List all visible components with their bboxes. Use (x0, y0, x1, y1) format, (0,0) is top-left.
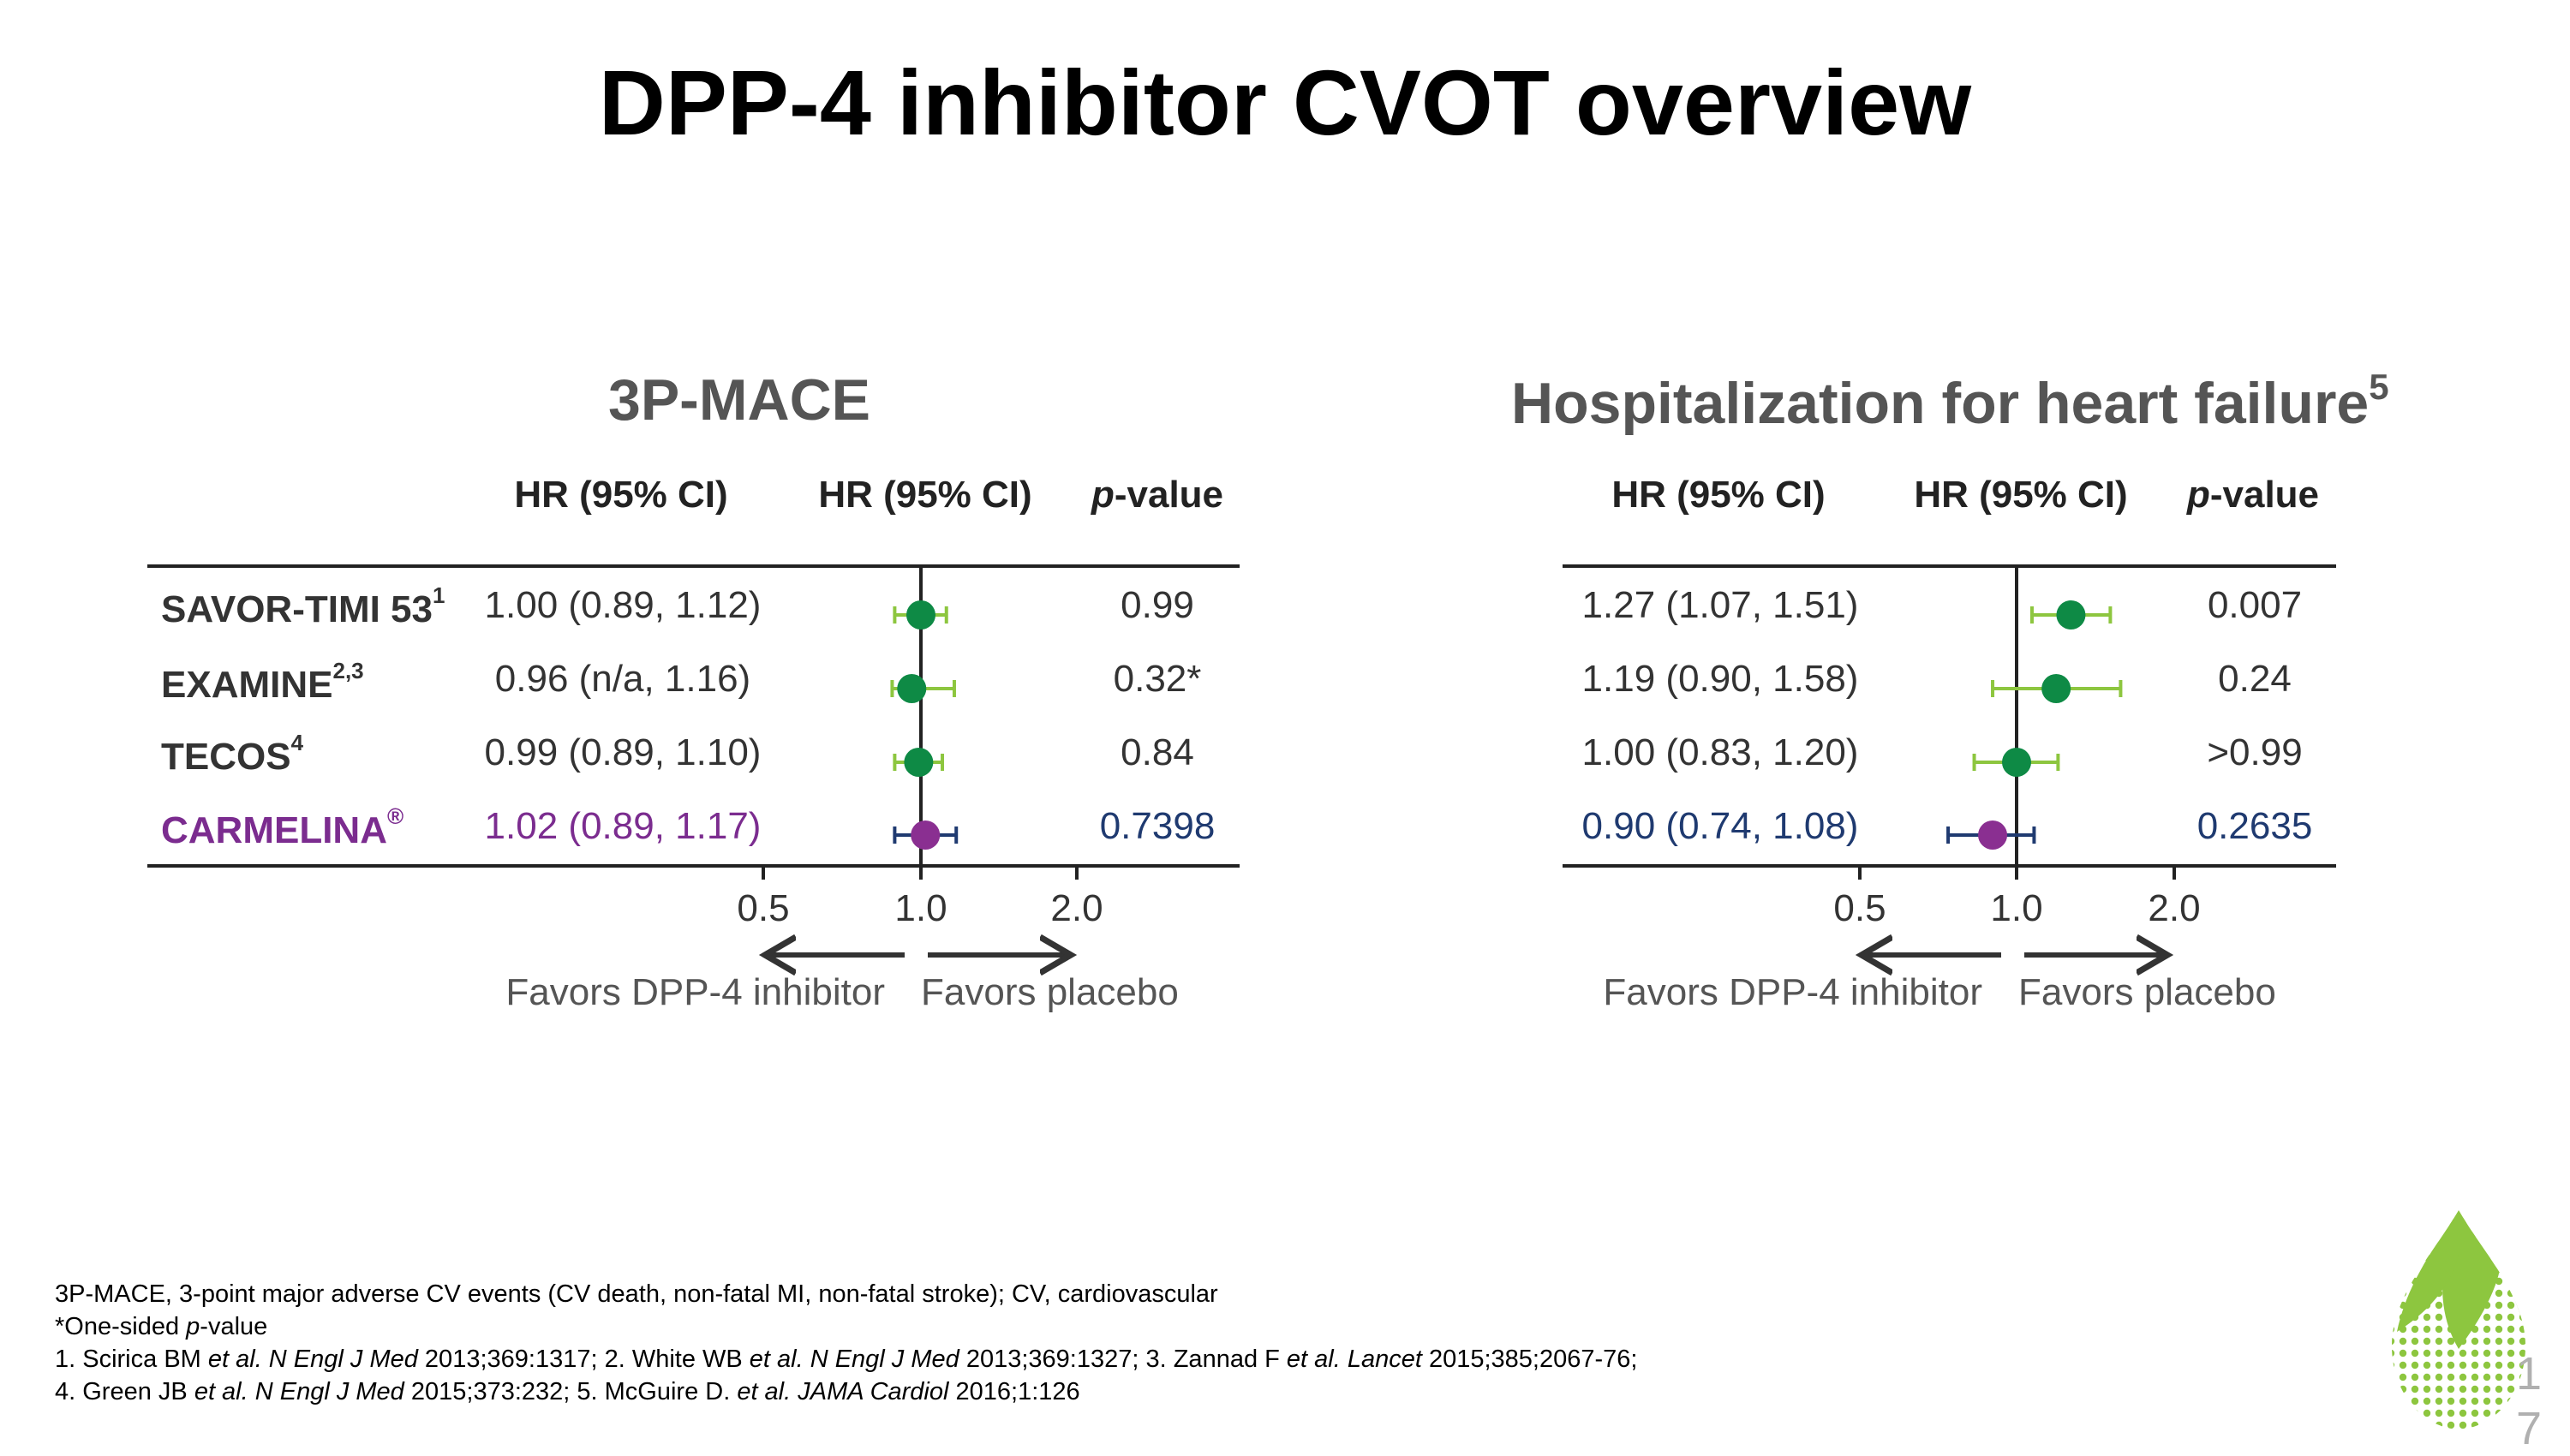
p-italic: p (1091, 474, 1115, 516)
hr-text-mace-3: 1.02 (0.89, 1.17) (484, 805, 762, 847)
hr-text-hhf-1: 1.19 (0.90, 1.58) (1581, 658, 1859, 700)
tick-label-hhf-0.5: 0.5 (1833, 887, 1886, 929)
trial-label-tecos: TECOS4 (161, 730, 303, 779)
hr-point-hhf-0 (2056, 600, 2086, 630)
trial-ref: 4 (290, 730, 304, 755)
hr-text-mace-0: 1.00 (0.89, 1.12) (484, 584, 762, 626)
trial-label-savor: SAVOR-TIMI 531 (161, 582, 445, 631)
hr-point-hhf-2 (2002, 748, 2031, 777)
p-value-hhf-0: 0.007 (2207, 584, 2303, 626)
fn-italic: et al. JAMA Cardiol (737, 1378, 949, 1405)
col-header-hr-hhf: HR (95% CI) (1611, 474, 1826, 516)
col-header-p-hhf: p-value (2187, 474, 2319, 516)
fn-text: 2016;1:126 (948, 1378, 1080, 1405)
trial-name: CARMELINA (161, 809, 387, 851)
panel-title-mace: 3P-MACE (608, 367, 870, 433)
p-value-mace-2: 0.84 (1121, 731, 1194, 773)
hr-point-hhf-1 (2041, 674, 2071, 703)
fn-text: 1. Scirica BM (55, 1346, 208, 1373)
hr-point-mace-1 (897, 674, 927, 703)
hr-point-mace-2 (904, 748, 934, 777)
col-header-p-mace: p-value (1091, 474, 1223, 516)
hr-point-hhf-3 (1978, 820, 2008, 850)
hr-text-mace-1: 0.96 (n/a, 1.16) (494, 658, 751, 700)
slide-title: DPP-4 inhibitor CVOT overview (598, 51, 1972, 154)
p-value-mace-1: 0.32* (1113, 658, 1202, 700)
trial-label-carmelina: CARMELINA® (161, 803, 403, 852)
trial-label-examine: EXAMINE2,3 (161, 658, 364, 707)
hr-text-hhf-2: 1.00 (0.83, 1.20) (1581, 731, 1859, 773)
p-value-hhf-1: 0.24 (2218, 658, 2292, 700)
fn-text: 2015;385;2067-76; (1421, 1346, 1638, 1373)
favors-placebo-mace: Favors placebo (921, 971, 1179, 1013)
col-header-hrplot-mace: HR (95% CI) (818, 474, 1032, 516)
tick-label-hhf-2.0: 2.0 (2148, 887, 2201, 929)
p-value-hhf-3: 0.2635 (2196, 805, 2313, 847)
favors-dpp4-hhf: Favors DPP-4 inhibitor (1603, 971, 1982, 1013)
panel-title-mace-text: 3P-MACE (608, 367, 871, 433)
fn-italic: p (186, 1313, 200, 1340)
panel-title-hhf: Hospitalization for heart failure5 (1511, 367, 2389, 437)
trial-ref: ® (386, 803, 404, 829)
fn-text: 4. Green JB (55, 1378, 194, 1405)
tick-label-mace-2.0: 2.0 (1050, 887, 1103, 929)
hr-text-hhf-0: 1.27 (1.07, 1.51) (1581, 584, 1859, 626)
hr-point-mace-0 (906, 600, 935, 630)
fn-text: 2013;369:1327; 3. Zannad F (959, 1346, 1287, 1373)
trial-name: SAVOR-TIMI 53 (161, 588, 433, 630)
tick-label-mace-1.0: 1.0 (894, 887, 947, 929)
fn-italic: et al. N Engl J Med (194, 1378, 404, 1405)
hr-point-mace-3 (911, 820, 941, 850)
tick-label-mace-0.5: 0.5 (737, 887, 790, 929)
p-value-hhf-2: >0.99 (2207, 731, 2303, 773)
trial-name: EXAMINE (161, 664, 333, 706)
fn-italic: et al. N Engl J Med (749, 1346, 959, 1373)
p-value-mace-0: 0.99 (1121, 584, 1194, 626)
page-number: 1 7 (2510, 1346, 2548, 1456)
footnote-abbreviations: 3P-MACE, 3-point major adverse CV events… (55, 1280, 1218, 1308)
fn-text: 2013;369:1317; 2. White WB (417, 1346, 750, 1373)
hr-text-mace-2: 0.99 (0.89, 1.10) (484, 731, 762, 773)
page-number-digit-2: 7 (2515, 1403, 2543, 1454)
fn-italic: et al. N Engl J Med (207, 1346, 418, 1373)
panel-title-hhf-text: Hospitalization for heart failure (1511, 371, 2370, 436)
leaf-logo-icon (2391, 1210, 2526, 1429)
fn-italic: et al. Lancet (1286, 1346, 1422, 1373)
p-suffix: -value (1114, 474, 1224, 516)
col-header-hrplot-hhf: HR (95% CI) (1914, 474, 2128, 516)
footnotes: 3P-MACE, 3-point major adverse CV events… (55, 1278, 1637, 1408)
p-suffix: -value (2209, 474, 2320, 516)
trial-ref: 1 (433, 582, 445, 608)
fn-text: -value (200, 1313, 268, 1340)
trial-ref: 2,3 (332, 658, 364, 683)
hr-text-hhf-3: 0.90 (0.74, 1.08) (1581, 805, 1859, 847)
tick-label-hhf-1.0: 1.0 (1990, 887, 2043, 929)
fn-text: 2015;373:232; 5. McGuire D. (403, 1378, 738, 1405)
trial-name: TECOS (161, 736, 291, 778)
favors-placebo-hhf: Favors placebo (2018, 971, 2276, 1013)
fn-text: *One-sided (55, 1313, 187, 1340)
page-number-digit-1: 1 (2515, 1348, 2543, 1399)
panel-title-hhf-ref: 5 (2369, 367, 2389, 407)
favors-dpp4-mace: Favors DPP-4 inhibitor (505, 971, 885, 1013)
p-italic: p (2186, 474, 2210, 516)
footnote-refs-2: 4. Green JB et al. N Engl J Med 2015;373… (55, 1375, 1637, 1408)
p-value-mace-3: 0.7398 (1099, 805, 1216, 847)
footnote-refs-1: 1. Scirica BM et al. N Engl J Med 2013;3… (55, 1343, 1637, 1375)
footnote-one-sided: *One-sided p-value (55, 1310, 1637, 1343)
col-header-hr-mace: HR (95% CI) (514, 474, 728, 516)
